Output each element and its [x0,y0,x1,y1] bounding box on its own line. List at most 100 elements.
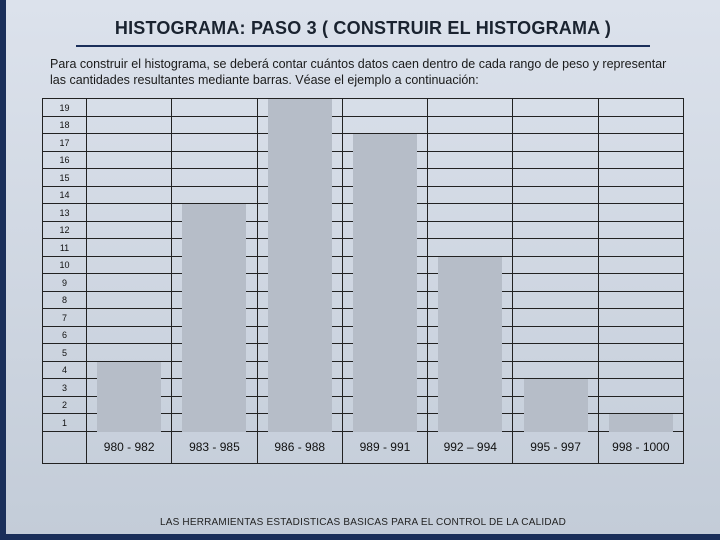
y-axis-label: 8 [43,291,87,309]
category-label: 983 - 985 [172,431,257,463]
histogram-bar [97,362,161,432]
grid-cell [598,151,683,169]
histogram-bar [609,414,673,432]
grid-cell [172,186,257,204]
histogram-bar [438,257,502,432]
grid-cell [598,309,683,327]
grid-cell [513,239,598,257]
grid-cell [513,274,598,292]
grid-cell [598,326,683,344]
y-axis-label: 11 [43,239,87,257]
category-row: 980 - 982983 - 985986 - 988989 - 991992 … [43,431,684,463]
grid-cell [598,379,683,397]
grid-cell [87,169,172,187]
y-axis-label: 18 [43,116,87,134]
grid-cell [513,414,598,432]
grid-cell [172,151,257,169]
y-axis-label: 19 [43,99,87,117]
grid-cell [513,204,598,222]
grid-cell [342,414,427,432]
grid-cell [428,221,513,239]
y-axis-label: 2 [43,396,87,414]
histogram-chart: 19181716151413121110987654321980 - 98298… [42,98,684,464]
grid-cell [428,99,513,117]
category-label: 980 - 982 [87,431,172,463]
grid-cell [172,116,257,134]
grid-cell [428,134,513,152]
grid-cell [87,344,172,362]
grid-cell [598,274,683,292]
grid-cell [87,134,172,152]
grid-cell [598,116,683,134]
grid-cell [428,204,513,222]
y-axis-label: 7 [43,309,87,327]
grid-cell [87,221,172,239]
grid-cell [513,169,598,187]
grid-cell [598,169,683,187]
histogram-bar [524,379,588,432]
grid-cell [87,274,172,292]
grid-cell [87,151,172,169]
grid-cell [513,99,598,117]
grid-cell [172,99,257,117]
grid-cell [428,116,513,134]
grid-cell [428,414,513,432]
grid-cell [87,291,172,309]
grid-cell [598,221,683,239]
grid-cell [598,256,683,274]
grid-cell [598,291,683,309]
category-label: 992 – 994 [428,431,513,463]
grid-cell [598,204,683,222]
grid-cell [513,151,598,169]
grid-cell [513,326,598,344]
category-label: 995 - 997 [513,431,598,463]
category-blank [43,431,87,463]
y-axis-label: 5 [43,344,87,362]
grid-cell [598,344,683,362]
grid-cell [598,99,683,117]
grid-cell [87,99,172,117]
grid-cell [513,361,598,379]
category-label: 998 - 1000 [598,431,683,463]
y-axis-label: 4 [43,361,87,379]
grid-cell [87,309,172,327]
y-axis-label: 12 [43,221,87,239]
grid-cell [428,239,513,257]
grid-cell [598,239,683,257]
footer-text: LAS HERRAMIENTAS ESTADISTICAS BASICAS PA… [6,517,720,528]
grid-cell [598,414,683,432]
grid-cell [428,169,513,187]
grid-row: 18 [43,116,684,134]
y-axis-label: 17 [43,134,87,152]
histogram-bar [353,134,417,432]
grid-row: 19 [43,99,684,117]
y-axis-label: 9 [43,274,87,292]
grid-cell [513,134,598,152]
grid-cell [172,169,257,187]
y-axis-label: 10 [43,256,87,274]
grid-cell [428,186,513,204]
y-axis-label: 1 [43,414,87,432]
grid-cell [87,116,172,134]
grid-cell [342,99,427,117]
histogram-grid: 19181716151413121110987654321980 - 98298… [42,98,684,464]
grid-cell [513,291,598,309]
grid-cell [513,221,598,239]
grid-cell [87,204,172,222]
y-axis-label: 15 [43,169,87,187]
category-label: 986 - 988 [257,431,342,463]
histogram-bar [268,99,332,432]
grid-cell [513,186,598,204]
grid-cell [598,186,683,204]
grid-cell [87,256,172,274]
y-axis-label: 16 [43,151,87,169]
grid-cell [87,414,172,432]
intro-paragraph: Para construir el histograma, se deberá … [6,47,720,94]
grid-row: 1 [43,414,684,432]
grid-cell [87,326,172,344]
grid-cell [428,151,513,169]
y-axis-label: 14 [43,186,87,204]
y-axis-label: 13 [43,204,87,222]
grid-cell [513,309,598,327]
y-axis-label: 3 [43,379,87,397]
